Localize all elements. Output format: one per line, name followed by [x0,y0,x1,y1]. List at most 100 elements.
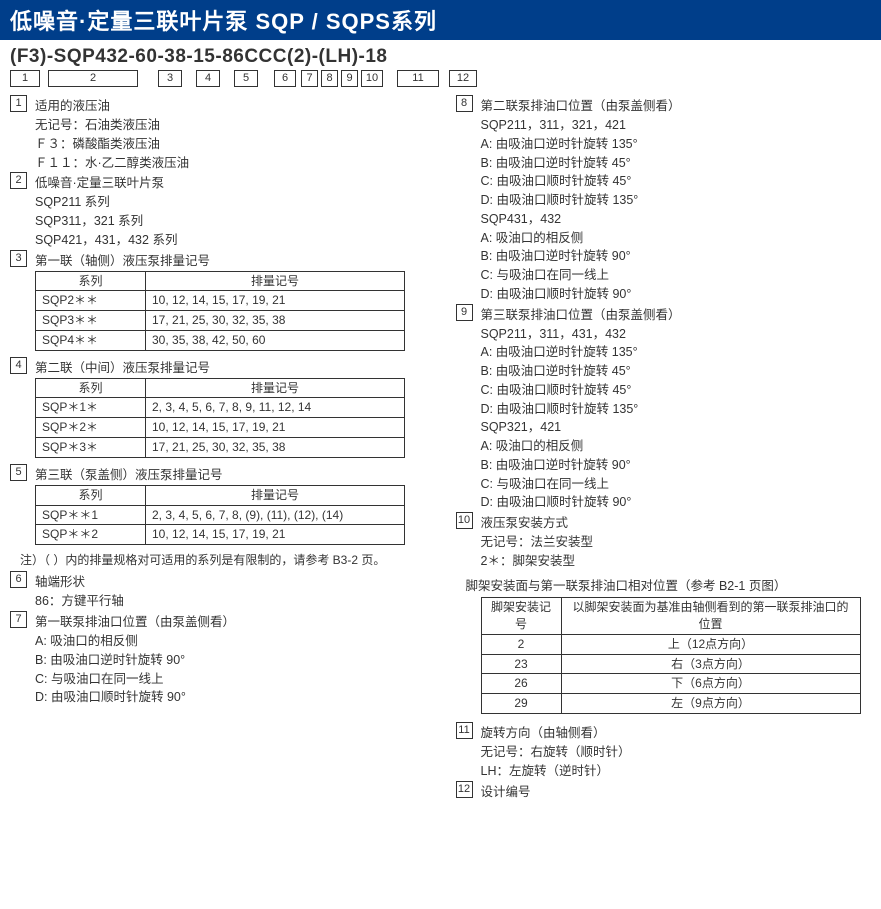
segment-7: 7 [301,70,318,87]
item-1-title: 适用的液压油 [27,95,110,114]
item-2: 2 低噪音·定量三联叶片泵 [10,172,426,191]
t10-h2: 以脚架安装面为基准由轴侧看到的第一联泵排油口的位置 [561,598,860,635]
item-12-title: 设计编号 [473,781,531,800]
table-cell: 10, 12, 14, 15, 17, 19, 21 [146,291,405,311]
table-cell: 17, 21, 25, 30, 32, 35, 38 [146,438,405,458]
table-3: 系列排量记号 SQP2＊＊10, 12, 14, 15, 17, 19, 21S… [35,271,405,351]
text-line: A: 由吸油口逆时针旋转 135° [456,135,872,154]
table-cell: SQP＊2＊ [36,418,146,438]
segment-11: 11 [397,70,439,87]
table-row: SQP4＊＊30, 35, 38, 42, 50, 60 [36,330,405,350]
text-line: SQP431，432 [456,210,872,229]
table-row: SQP2＊＊10, 12, 14, 15, 17, 19, 21 [36,291,405,311]
text-line: C: 与吸油口在同一线上 [10,670,426,689]
segment-10: 10 [361,70,383,87]
text-line: Ｆ１１：水·乙二醇类液压油 [10,154,426,173]
text-line: Ｆ３：磷酸酯类液压油 [10,135,426,154]
item-11: 11 旋转方向（由轴侧看） [456,722,872,741]
text-line: 无记号：右旋转（顺时针） [456,743,872,762]
num-11: 11 [456,722,473,739]
t3-h2: 排量记号 [146,271,405,291]
model-code: (F3)-SQP432-60-38-15-86CCC(2)-(LH)-18 [0,40,881,70]
t4-h1: 系列 [36,378,146,398]
item-4: 4 第二联（中间）液压泵排量记号 [10,357,426,376]
table-cell: 30, 35, 38, 42, 50, 60 [146,330,405,350]
text-line: 86：方键平行轴 [10,592,426,611]
foot-note-10: 脚架安装面与第一联泵排油口相对位置（参考 B2-1 页图） [456,577,872,596]
text-line: C: 由吸油口顺时针旋转 45° [456,172,872,191]
table-cell: SQP＊1＊ [36,398,146,418]
table-cell: SQP3＊＊ [36,311,146,331]
text-line: B: 由吸油口逆时针旋转 45° [456,362,872,381]
table-cell: 下（6点方向） [561,674,860,694]
text-line: B: 由吸油口逆时针旋转 90° [456,456,872,475]
item-6: 6 轴端形状 [10,571,426,590]
table-cell: 上（12点方向） [561,634,860,654]
text-line: SQP311，321 系列 [10,212,426,231]
segment-1: 1 [10,70,40,87]
right-column: 8 第二联泵排油口位置（由泵盖侧看） SQP211，311，321，421A: … [456,95,872,802]
text-line: D: 由吸油口顺时针旋转 135° [456,400,872,419]
table-row: SQP＊1＊2, 3, 4, 5, 6, 7, 8, 9, 11, 12, 14 [36,398,405,418]
text-line: C: 与吸油口在同一线上 [456,266,872,285]
table-cell: 17, 21, 25, 30, 32, 35, 38 [146,311,405,331]
text-line: B: 由吸油口逆时针旋转 90° [456,247,872,266]
item-8-title: 第二联泵排油口位置（由泵盖侧看） [473,95,681,114]
table-cell: SQP＊＊1 [36,505,146,525]
item-11-title: 旋转方向（由轴侧看） [473,722,606,741]
t5-h2: 排量记号 [146,485,405,505]
text-line: 2＊：脚架安装型 [456,552,872,571]
text-line: SQP211 系列 [10,193,426,212]
num-2: 2 [10,172,27,189]
text-line: D: 由吸油口顺时针旋转 90° [10,688,426,707]
table-4: 系列排量记号 SQP＊1＊2, 3, 4, 5, 6, 7, 8, 9, 11,… [35,378,405,458]
table-cell: 26 [481,674,561,694]
text-line: B: 由吸油口逆时针旋转 90° [10,651,426,670]
text-line: A: 吸油口的相反侧 [456,229,872,248]
table-row: 23右（3点方向） [481,654,860,674]
text-line: SQP211，311，431，432 [456,325,872,344]
segment-row: 123456789101112 [0,70,881,95]
segment-5: 5 [234,70,258,87]
text-line: LH：左旋转（逆时针） [456,762,872,781]
item-4-title: 第二联（中间）液压泵排量记号 [27,357,210,376]
segment-4: 4 [196,70,220,87]
segment-2: 2 [48,70,138,87]
item-3: 3 第一联（轴侧）液压泵排量记号 [10,250,426,269]
segment-8: 8 [321,70,338,87]
item-7: 7 第一联泵排油口位置（由泵盖侧看） [10,611,426,630]
text-line: C: 与吸油口在同一线上 [456,475,872,494]
text-line: D: 由吸油口顺时针旋转 90° [456,285,872,304]
left-column: 1 适用的液压油 无记号：石油类液压油Ｆ３：磷酸酯类液压油Ｆ１１：水·乙二醇类液… [10,95,426,802]
table-cell: 2 [481,634,561,654]
item-5-title: 第三联（泵盖侧）液压泵排量记号 [27,464,223,483]
item-9: 9 第三联泵排油口位置（由泵盖侧看） [456,304,872,323]
num-8: 8 [456,95,473,112]
segment-6: 6 [274,70,296,87]
num-5: 5 [10,464,27,481]
num-10: 10 [456,512,473,529]
item-10: 10 液压泵安装方式 [456,512,872,531]
item-6-title: 轴端形状 [27,571,85,590]
table-row: SQP3＊＊17, 21, 25, 30, 32, 35, 38 [36,311,405,331]
num-3: 3 [10,250,27,267]
item-10-title: 液压泵安装方式 [473,512,569,531]
text-line: SQP421，431，432 系列 [10,231,426,250]
num-6: 6 [10,571,27,588]
text-line: A: 吸油口的相反侧 [456,437,872,456]
table-cell: 2, 3, 4, 5, 6, 7, 8, 9, 11, 12, 14 [146,398,405,418]
table-row: SQP＊3＊17, 21, 25, 30, 32, 35, 38 [36,438,405,458]
item-12: 12 设计编号 [456,781,872,800]
text-line: 无记号：石油类液压油 [10,116,426,135]
table-cell: 右（3点方向） [561,654,860,674]
table-cell: 左（9点方向） [561,694,860,714]
table-cell: 10, 12, 14, 15, 17, 19, 21 [146,525,405,545]
table-cell: SQP2＊＊ [36,291,146,311]
item-1: 1 适用的液压油 [10,95,426,114]
table-cell: 29 [481,694,561,714]
item-5: 5 第三联（泵盖侧）液压泵排量记号 [10,464,426,483]
title-bar: 低噪音·定量三联叶片泵 SQP / SQPS系列 [0,0,881,40]
item-8: 8 第二联泵排油口位置（由泵盖侧看） [456,95,872,114]
segment-3: 3 [158,70,182,87]
text-line: C: 由吸油口顺时针旋转 45° [456,381,872,400]
